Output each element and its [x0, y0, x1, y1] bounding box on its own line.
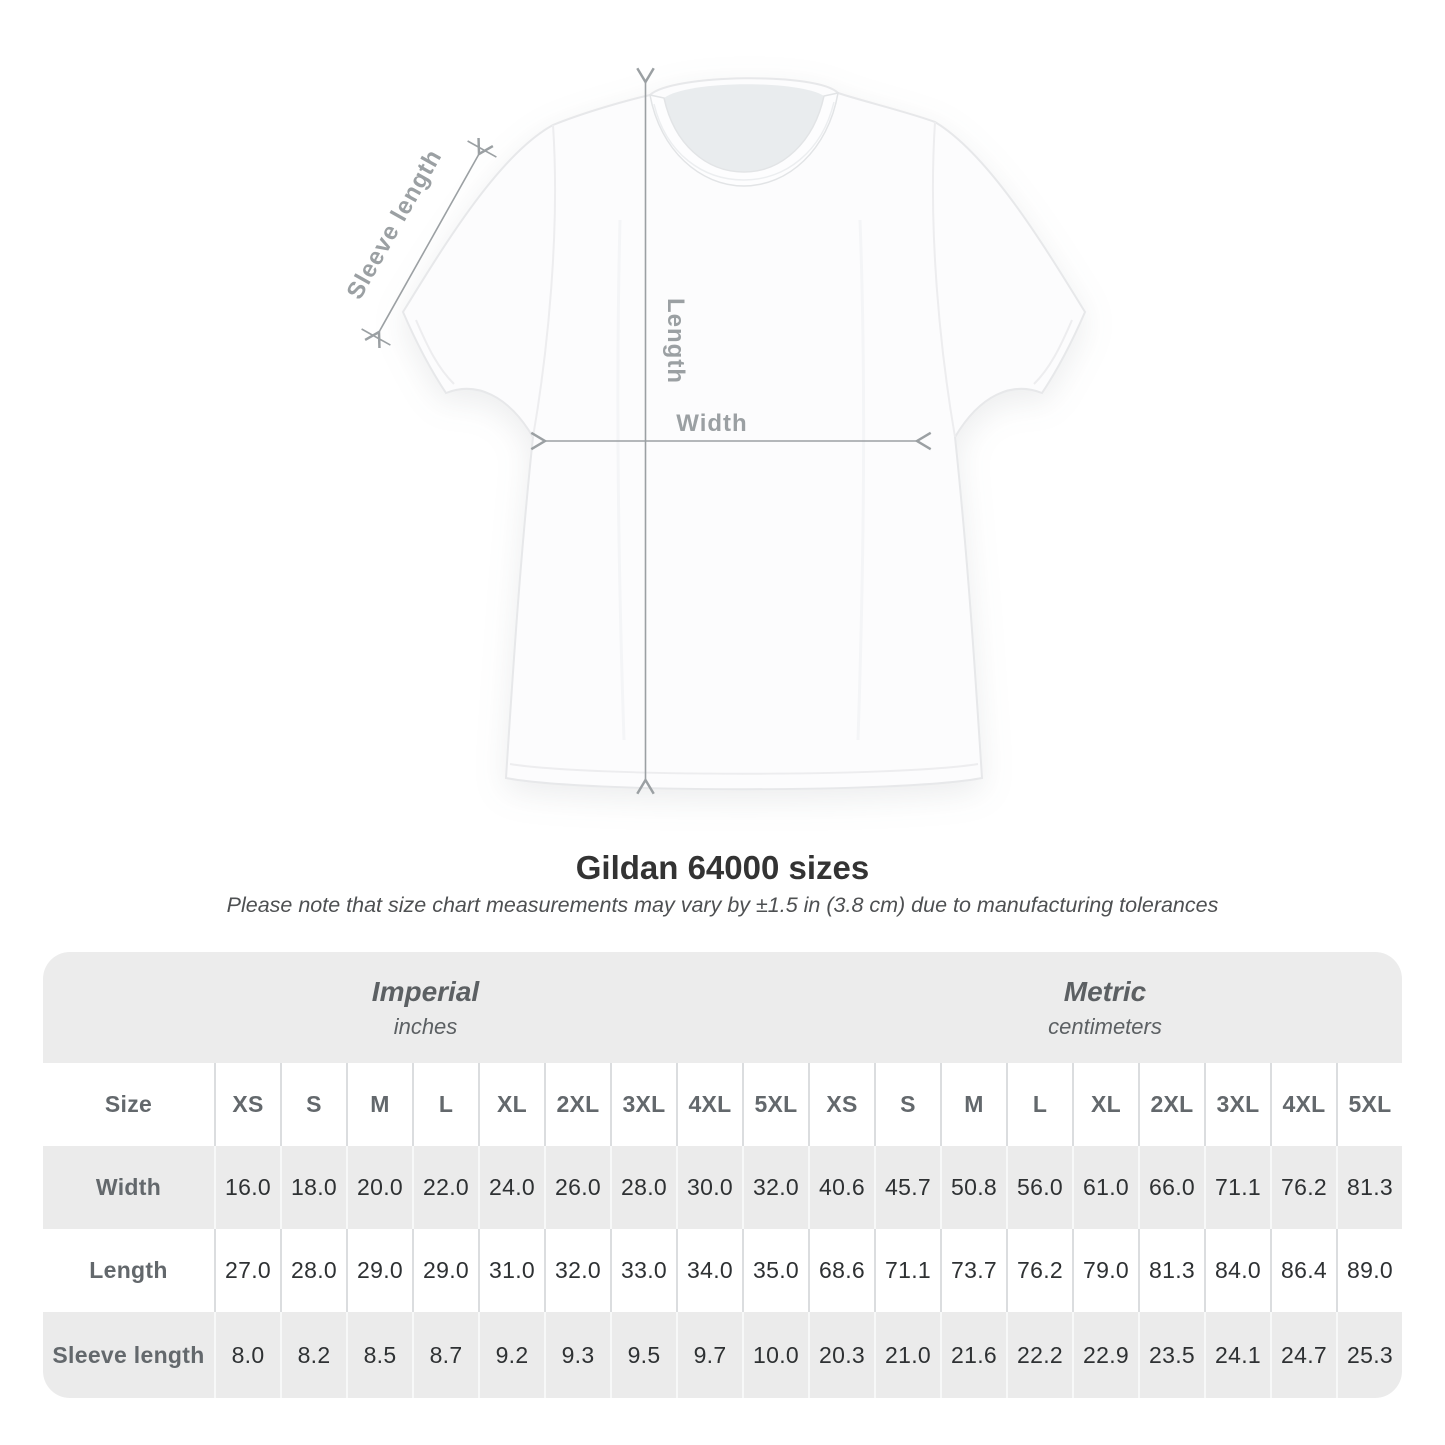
value-cell-imperial: 31.0 [478, 1229, 544, 1312]
value-cell-metric: 56.0 [1006, 1146, 1072, 1229]
size-col-header-metric: 4XL [1270, 1063, 1336, 1146]
value-cell-metric: 76.2 [1006, 1229, 1072, 1312]
value-cell-metric: 22.2 [1006, 1312, 1072, 1398]
value-cell-metric: 22.9 [1072, 1312, 1138, 1398]
value-cell-metric: 86.4 [1270, 1229, 1336, 1312]
measurement-row-sleeve-length: Sleeve length 8.0 8.2 8.5 8.7 9.2 9.3 9.5 9.7 10.… [43, 1312, 1402, 1398]
value-cell-metric: 24.1 [1204, 1312, 1270, 1398]
value-cell-metric: 40.6 [808, 1146, 874, 1229]
value-cell-imperial: 8.7 [412, 1312, 478, 1398]
value-cell-metric: 66.0 [1138, 1146, 1204, 1229]
value-cell-imperial: 27.0 [214, 1229, 280, 1312]
value-cell-imperial: 9.5 [610, 1312, 676, 1398]
imperial-unit: inches [393, 1013, 458, 1039]
tshirt-measurement-figure: Sleeve length Length Width [341, 67, 1087, 795]
page-title: Gildan 64000 sizes [575, 849, 870, 886]
value-cell-imperial: 32.0 [544, 1229, 610, 1312]
size-col-header-metric: 2XL [1138, 1063, 1204, 1146]
sleeve-arrow-tick-bottom [361, 328, 391, 346]
value-cell-imperial: 26.0 [544, 1146, 610, 1229]
imperial-title: Imperial [371, 975, 480, 1007]
value-cell-imperial: 8.2 [280, 1312, 346, 1398]
value-cell-metric: 68.6 [808, 1229, 874, 1312]
sleeve-arrow-tick-top [467, 140, 497, 158]
value-cell-imperial: 22.0 [412, 1146, 478, 1229]
value-cell-metric: 81.3 [1138, 1229, 1204, 1312]
metric-unit: centimeters [1048, 1013, 1162, 1039]
value-cell-imperial: 35.0 [742, 1229, 808, 1312]
value-cell-metric: 71.1 [874, 1229, 940, 1312]
value-cell-metric: 61.0 [1072, 1146, 1138, 1229]
value-cell-imperial: 28.0 [280, 1229, 346, 1312]
value-cell-imperial: 16.0 [214, 1146, 280, 1229]
size-col-header-imperial: 3XL [610, 1063, 676, 1146]
value-cell-imperial: 9.2 [478, 1312, 544, 1398]
value-cell-imperial: 28.0 [610, 1146, 676, 1229]
size-col-header-imperial: 4XL [676, 1063, 742, 1146]
size-col-header-imperial: XS [214, 1063, 280, 1146]
size-col-header-imperial: 5XL [742, 1063, 808, 1146]
value-cell-metric: 24.7 [1270, 1312, 1336, 1398]
value-cell-metric: 23.5 [1138, 1312, 1204, 1398]
row-label: Length [89, 1257, 168, 1283]
value-cell-imperial: 9.3 [544, 1312, 610, 1398]
value-cell-metric: 20.3 [808, 1312, 874, 1398]
size-col-header-imperial: 2XL [544, 1063, 610, 1146]
value-cell-imperial: 8.5 [346, 1312, 412, 1398]
metric-title: Metric [1063, 975, 1147, 1007]
value-cell-imperial: 8.0 [214, 1312, 280, 1398]
value-cell-metric: 21.6 [940, 1312, 1006, 1398]
length-label: Length [662, 298, 689, 384]
value-cell-metric: 45.7 [874, 1146, 940, 1229]
measurement-row-length: Length 27.0 28.0 29.0 29.0 31.0 32.0 33.0 34.0 35… [43, 1229, 1402, 1312]
value-cell-metric: 89.0 [1336, 1229, 1402, 1312]
size-col-header-metric: S [874, 1063, 940, 1146]
value-cell-imperial: 10.0 [742, 1312, 808, 1398]
value-cell-metric: 21.0 [874, 1312, 940, 1398]
row-label: Width [95, 1174, 162, 1200]
size-col-header-metric: XS [808, 1063, 874, 1146]
size-table-grid: Size XS S M L XL 2XL 3XL 4XL 5XL XS S M L XL 2XL 3XL 4XL 5… [43, 1063, 1402, 1398]
size-col-header-imperial: S [280, 1063, 346, 1146]
size-col-header-metric: 5XL [1336, 1063, 1402, 1146]
value-cell-metric: 79.0 [1072, 1229, 1138, 1312]
value-cell-metric: 71.1 [1204, 1146, 1270, 1229]
value-cell-metric: 84.0 [1204, 1229, 1270, 1312]
metric-header: Metric centimeters [808, 952, 1402, 1063]
value-cell-imperial: 20.0 [346, 1146, 412, 1229]
measurement-row-width: Width 16.0 18.0 20.0 22.0 24.0 26.0 28.0 30.0 32.… [43, 1146, 1402, 1229]
value-cell-imperial: 29.0 [346, 1229, 412, 1312]
value-cell-imperial: 34.0 [676, 1229, 742, 1312]
value-cell-metric: 25.3 [1336, 1312, 1402, 1398]
sleeve-length-arrow [364, 137, 494, 349]
value-cell-imperial: 18.0 [280, 1146, 346, 1229]
size-col-header-imperial: XL [478, 1063, 544, 1146]
row-label: Sleeve length [52, 1341, 205, 1368]
imperial-header: Imperial inches [43, 952, 808, 1063]
value-cell-metric: 76.2 [1270, 1146, 1336, 1229]
size-label: Size [104, 1091, 153, 1117]
value-cell-imperial: 30.0 [676, 1146, 742, 1229]
tshirt-diagram: Sleeve length Length Width [341, 67, 1087, 795]
value-cell-imperial: 33.0 [610, 1229, 676, 1312]
size-col-header-metric: L [1006, 1063, 1072, 1146]
size-col-header-metric: 3XL [1204, 1063, 1270, 1146]
value-cell-metric: 73.7 [940, 1229, 1006, 1312]
size-table: Imperial inches Metric centimeters Size X… [43, 952, 1402, 1398]
size-col-header-metric: XL [1072, 1063, 1138, 1146]
value-cell-metric: 81.3 [1336, 1146, 1402, 1229]
value-cell-imperial: 29.0 [412, 1229, 478, 1312]
value-cell-imperial: 32.0 [742, 1146, 808, 1229]
value-cell-imperial: 24.0 [478, 1146, 544, 1229]
value-cell-imperial: 9.7 [676, 1312, 742, 1398]
size-col-header-imperial: L [412, 1063, 478, 1146]
value-cell-metric: 50.8 [940, 1146, 1006, 1229]
size-col-header-metric: M [940, 1063, 1006, 1146]
width-label: Width [676, 410, 747, 437]
tolerance-note: Please note that size chart measurements… [226, 893, 1219, 917]
size-col-header-imperial: M [346, 1063, 412, 1146]
unit-header-band: Imperial inches Metric centimeters [43, 952, 1402, 1063]
size-header-row: Size XS S M L XL 2XL 3XL 4XL 5XL XS S M L XL 2XL 3XL 4XL 5… [43, 1063, 1402, 1146]
